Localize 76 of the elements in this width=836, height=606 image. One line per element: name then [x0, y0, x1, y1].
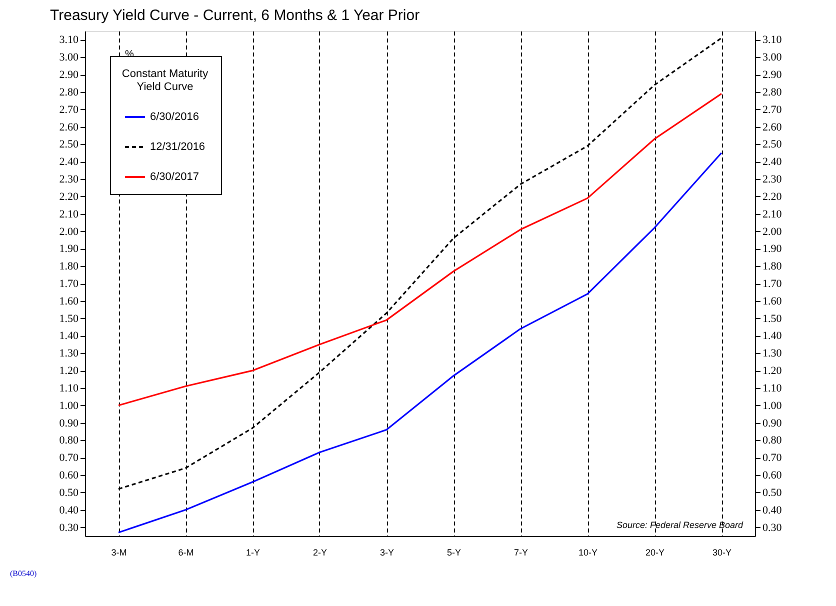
y2-tick-label: 0.40 [762, 504, 782, 516]
y2-tick-label: 0.30 [762, 522, 782, 534]
y-tick-label: 3.10 [59, 34, 79, 46]
y-tick-label: 0.90 [59, 417, 79, 430]
y2-tick-label: 3.00 [762, 52, 782, 64]
y-tick-label: 2.10 [59, 208, 79, 220]
y2-tick-label: 2.20 [762, 190, 782, 203]
text: (B0540) [10, 569, 37, 578]
y2-tick-label: 2.70 [762, 104, 782, 116]
y2-tick-label: 0.90 [762, 417, 782, 430]
y2-tick-label: 1.70 [762, 278, 782, 290]
y-tick-label: 2.00 [59, 226, 79, 238]
x-tick-label: 5-Y [446, 548, 462, 558]
x-tick-label: 2-Y [312, 548, 328, 558]
y-tick-label: 2.50 [59, 138, 79, 151]
y-tick-label: 1.50 [59, 312, 79, 325]
y2-tick-label: 1.30 [762, 348, 782, 360]
y2-tick-label: 2.60 [762, 121, 782, 134]
y2-tick-label: 1.10 [762, 382, 782, 394]
legend-title: Constant Maturity Yield Curve [122, 68, 209, 93]
y2-tick-label: 2.00 [762, 226, 782, 238]
y-tick-label: 2.90 [59, 69, 79, 82]
x-tick-label: 30-Y [712, 548, 732, 558]
y-tick-label: 0.30 [59, 522, 79, 534]
y2-tick-label: 1.80 [762, 260, 782, 273]
legend-label: 12/31/2016 [150, 141, 206, 153]
y-tick-label: 0.40 [59, 504, 79, 516]
y-tick-label: 2.80 [59, 86, 79, 98]
y2-tick-label: 3.10 [762, 34, 782, 46]
x-tick-label: 7-Y [514, 548, 528, 558]
x-tick-label: 1-Y [246, 548, 260, 558]
y-tick-label: 2.20 [59, 190, 79, 203]
x-tick-label: 3-Y [380, 548, 394, 558]
x-tick-label: 6-M [178, 548, 194, 558]
legend-label: 6/30/2017 [150, 171, 199, 183]
y-tick-label: 0.70 [59, 452, 79, 464]
y2-tick-label: 2.40 [762, 156, 782, 168]
y2-tick-label: 1.60 [762, 295, 782, 308]
y2-tick-label: 1.90 [762, 243, 782, 256]
y-tick-label: 2.40 [59, 156, 79, 168]
y2-tick-label: 1.50 [762, 312, 782, 325]
y-tick-label: 1.70 [59, 278, 79, 290]
legend-label: 6/30/2016 [150, 111, 199, 123]
line-series [118, 92, 722, 406]
y2-tick-label: 0.70 [762, 452, 782, 464]
y2-tick-label: 2.50 [762, 138, 782, 151]
y-tick-label: 0.50 [59, 486, 79, 499]
y-tick-label: 1.80 [59, 260, 79, 273]
x-tick-label: 10-Y [578, 548, 598, 558]
y-tick-label: 1.90 [59, 243, 79, 256]
y2-tick-label: 1.20 [762, 365, 782, 378]
y2-tick-label: 0.60 [762, 470, 782, 482]
y-tick-label: 2.60 [59, 121, 79, 134]
y-tick-label: 1.20 [59, 365, 79, 378]
y-tick-label: 1.00 [59, 400, 79, 412]
y2-tick-label: 1.00 [762, 400, 782, 412]
y-tick-label: 1.30 [59, 348, 79, 360]
y-tick-label: 3.00 [59, 52, 79, 64]
x-tick-label: 3-M [111, 548, 127, 558]
y-tick-label: 0.60 [59, 470, 79, 482]
y-tick-label: 2.70 [59, 104, 79, 116]
y-tick-label: 1.40 [59, 330, 79, 342]
y2-tick-label: 1.40 [762, 330, 782, 342]
annotation: Source: Federal Reserve Board [616, 520, 744, 530]
y2-tick-label: 2.30 [762, 174, 782, 186]
y2-tick-label: 2.80 [762, 86, 782, 98]
chart-title: Treasury Yield Curve - Current, 6 Months & 1 Year Prior [50, 7, 420, 24]
y2-tick-label: 2.10 [762, 208, 782, 220]
y-tick-label: 0.80 [59, 434, 79, 447]
x-tick-label: 20-Y [645, 548, 665, 558]
y-tick-label: 1.10 [59, 382, 79, 394]
y2-tick-label: 0.80 [762, 434, 782, 447]
y2-tick-label: 2.90 [762, 69, 782, 82]
y-tick-label: 1.60 [59, 295, 79, 308]
y2-tick-label: 0.50 [762, 486, 782, 499]
y-tick-label: 2.30 [59, 174, 79, 186]
